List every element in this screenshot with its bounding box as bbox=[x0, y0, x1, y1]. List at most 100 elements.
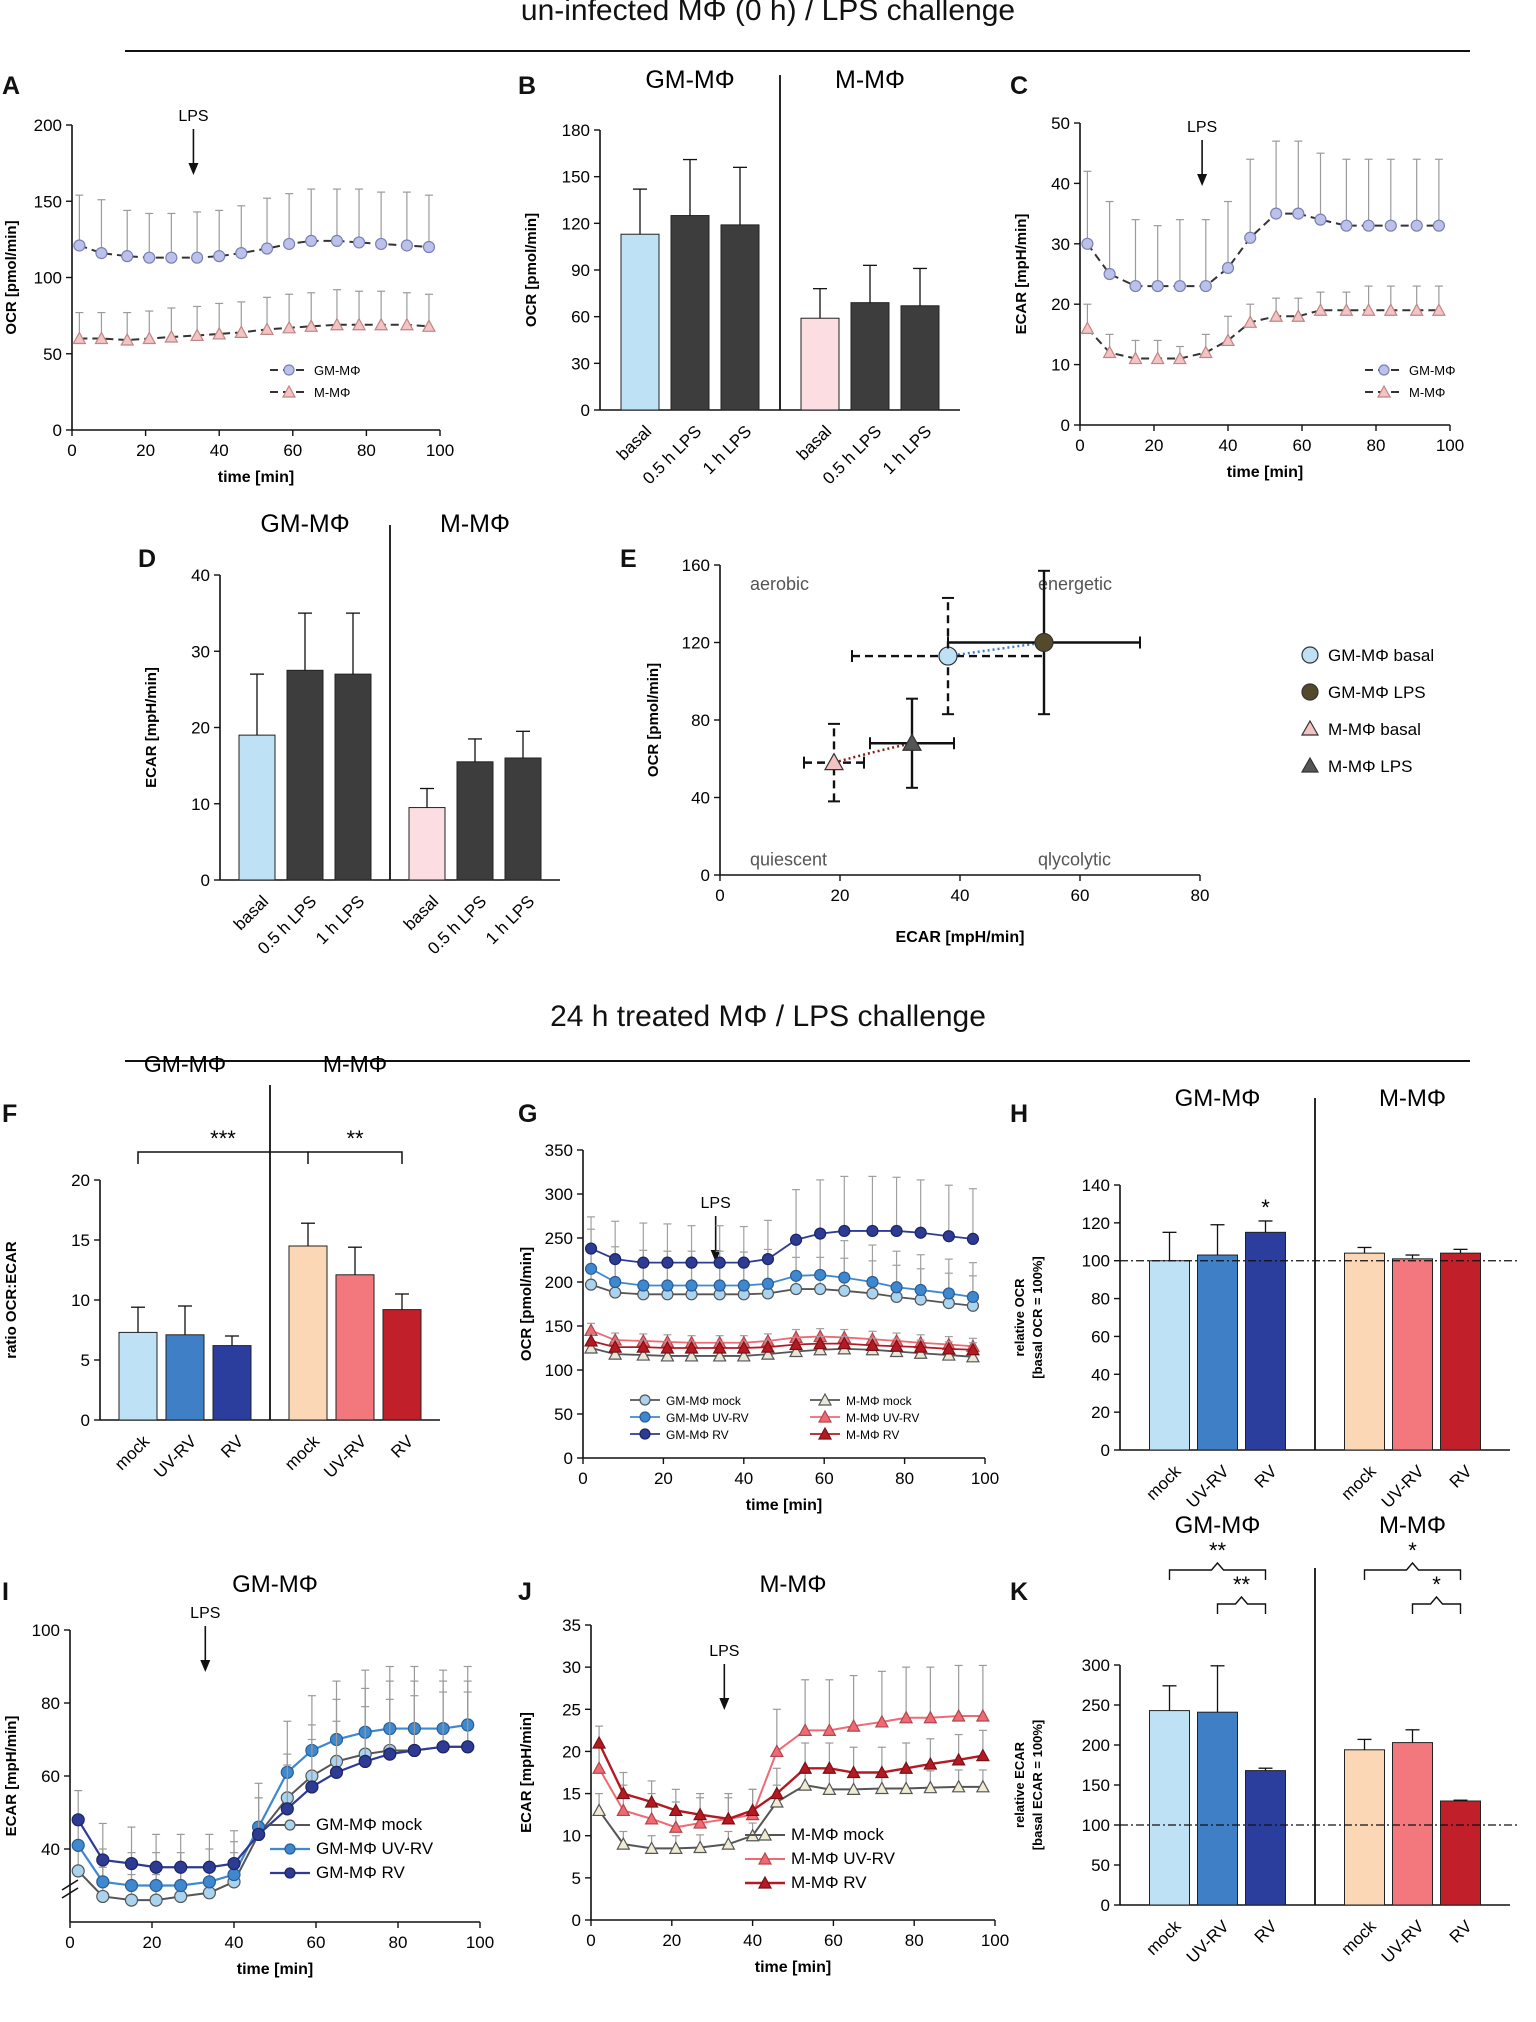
legend-label: M-MΦ mock bbox=[846, 1394, 913, 1408]
data-point bbox=[713, 1279, 726, 1292]
x-tick-label: 1 h LPS bbox=[699, 422, 755, 478]
x-tick-label: 0 bbox=[715, 886, 724, 905]
data-point bbox=[235, 247, 248, 260]
y-tick-label: 30 bbox=[191, 642, 210, 661]
legend-label: M-MΦ UV-RV bbox=[846, 1411, 919, 1425]
y-axis-label: ECAR [mpH/min] bbox=[1013, 214, 1030, 335]
legend-marker bbox=[283, 364, 295, 376]
data-point bbox=[174, 1889, 188, 1904]
data-point bbox=[636, 1347, 651, 1361]
data-point bbox=[685, 1279, 698, 1292]
x-tick-label: RV bbox=[1251, 1916, 1281, 1946]
y-tick-label: 10 bbox=[1051, 356, 1070, 375]
x-tick-label: 0 bbox=[586, 1931, 595, 1950]
y-tick-label: 0 bbox=[53, 421, 62, 440]
panel-letter-d: D bbox=[138, 545, 157, 573]
x-tick-label: UV-RV bbox=[1183, 1461, 1233, 1511]
data-point bbox=[1199, 279, 1212, 293]
significance-bracket bbox=[137, 1151, 309, 1164]
data-point bbox=[227, 1867, 241, 1882]
data-point bbox=[975, 1748, 990, 1762]
x-tick-label: 1 h LPS bbox=[312, 892, 368, 948]
panel-letter-e: E bbox=[620, 545, 637, 573]
bar bbox=[165, 1334, 205, 1421]
group-title: GM-MΦ bbox=[1175, 1085, 1261, 1112]
data-point bbox=[1361, 302, 1376, 316]
data-point bbox=[96, 1889, 110, 1904]
data-point bbox=[644, 1841, 659, 1854]
y-tick-label: 40 bbox=[1051, 174, 1070, 193]
y-tick-label: 140 bbox=[1082, 1176, 1110, 1195]
bar bbox=[456, 761, 494, 881]
bar bbox=[1440, 1800, 1481, 1906]
group-title: GM-MΦ bbox=[1175, 1512, 1261, 1539]
data-point bbox=[1384, 219, 1397, 232]
data-point bbox=[965, 1342, 980, 1356]
data-point bbox=[838, 1284, 851, 1297]
y-tick-label: 60 bbox=[41, 1767, 60, 1786]
x-tick-label: UV-RV bbox=[150, 1431, 200, 1481]
data-point bbox=[1409, 302, 1424, 316]
y-tick-label: 40 bbox=[41, 1840, 60, 1859]
data-point bbox=[584, 1242, 598, 1255]
x-tick-label: RV bbox=[387, 1431, 417, 1461]
data-point bbox=[798, 1777, 813, 1791]
y-tick-label: 90 bbox=[571, 261, 590, 280]
y-tick-label: 0 bbox=[701, 866, 710, 885]
x-tick-label: UV-RV bbox=[1378, 1916, 1428, 1966]
series-line bbox=[597, 1742, 984, 1821]
y-tick-label: 50 bbox=[43, 345, 62, 364]
data-point bbox=[1128, 351, 1143, 365]
x-tick-label: 80 bbox=[905, 1931, 924, 1950]
data-point bbox=[375, 237, 388, 251]
data-point bbox=[94, 331, 109, 345]
data-point bbox=[901, 733, 923, 751]
data-point bbox=[1410, 219, 1423, 232]
lps-annotation: LPS bbox=[701, 1195, 731, 1212]
x-tick-label: RV bbox=[1446, 1916, 1476, 1946]
y-tick-label: 80 bbox=[691, 711, 710, 730]
significance-bracket bbox=[1216, 1595, 1267, 1614]
data-point bbox=[712, 1348, 727, 1362]
y-tick-label: 100 bbox=[1082, 1252, 1110, 1271]
data-point bbox=[329, 1765, 344, 1779]
y-tick-label: 0 bbox=[581, 401, 590, 420]
legend-label: M-MΦ bbox=[1409, 385, 1445, 400]
x-tick-label: 60 bbox=[1293, 436, 1312, 455]
y-tick-label: 200 bbox=[545, 1273, 573, 1292]
legend-label: GM-MΦ mock bbox=[316, 1815, 423, 1834]
data-point bbox=[913, 1339, 928, 1353]
data-point bbox=[693, 1807, 708, 1821]
y-axis-label: OCR [pmol/min] bbox=[3, 220, 20, 334]
data-point bbox=[814, 1268, 827, 1282]
data-point bbox=[866, 1287, 879, 1300]
data-point bbox=[769, 1786, 784, 1800]
data-point bbox=[609, 1286, 622, 1299]
data-point bbox=[822, 1723, 837, 1736]
legend-marker bbox=[817, 1392, 833, 1406]
y-tick-label: 120 bbox=[682, 634, 710, 653]
data-point bbox=[1129, 279, 1142, 293]
legend-label: GM-MΦ bbox=[314, 363, 360, 378]
series-line bbox=[79, 323, 430, 342]
data-point bbox=[1291, 309, 1306, 322]
data-point bbox=[668, 1841, 683, 1854]
data-point bbox=[352, 236, 366, 249]
data-point bbox=[942, 1287, 955, 1300]
data-point bbox=[966, 1290, 980, 1304]
data-point bbox=[951, 1708, 966, 1722]
transition-line bbox=[947, 641, 1045, 658]
y-tick-label: 150 bbox=[34, 192, 62, 211]
data-point bbox=[914, 1226, 927, 1239]
data-point bbox=[789, 1282, 803, 1296]
quadrant-label-aerobic: aerobic bbox=[750, 574, 809, 594]
data-point bbox=[95, 247, 108, 260]
data-point bbox=[721, 1836, 736, 1850]
lps-arrow-head bbox=[200, 1660, 211, 1672]
data-point bbox=[71, 1813, 85, 1827]
x-tick-label: basal bbox=[793, 422, 835, 464]
data-point bbox=[305, 1780, 319, 1794]
legend-marker bbox=[817, 1409, 833, 1423]
data-point bbox=[1340, 219, 1353, 232]
